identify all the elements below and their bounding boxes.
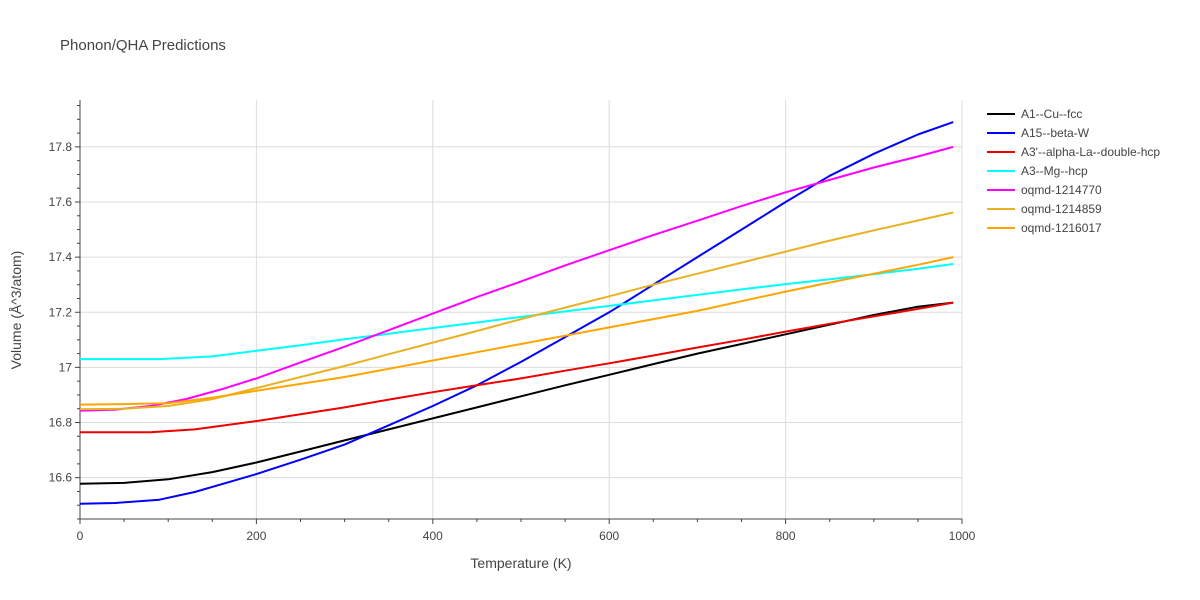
legend-label[interactable]: A15--beta-W <box>1021 126 1090 140</box>
x-tick-label: 0 <box>77 529 84 543</box>
legend-label[interactable]: oqmd-1214770 <box>1021 183 1102 197</box>
legend-label[interactable]: A3--Mg--hcp <box>1021 164 1088 178</box>
legend-label[interactable]: oqmd-1214859 <box>1021 202 1102 216</box>
x-tick-label: 1000 <box>949 529 976 543</box>
x-tick-label: 400 <box>423 529 443 543</box>
x-tick-label: 600 <box>599 529 619 543</box>
axes: 0 200 400 600 800 1000 16.6 16.8 17 17.2 17.4 17.6 1… <box>49 100 976 543</box>
x-tick-label: 800 <box>776 529 796 543</box>
y-tick-label: 16.6 <box>49 471 73 485</box>
legend-label[interactable]: oqmd-1216017 <box>1021 221 1102 235</box>
series-line[interactable] <box>79 145 954 412</box>
x-tick-label: 200 <box>246 529 266 543</box>
y-tick-label: 17.2 <box>49 305 73 319</box>
series-line[interactable] <box>80 301 954 434</box>
y-axis-title: Volume (Å^3/atom) <box>8 251 24 370</box>
grid <box>80 100 963 519</box>
series-line[interactable] <box>80 263 954 361</box>
plot-area[interactable] <box>79 121 954 505</box>
series-line[interactable] <box>79 121 954 505</box>
y-tick-label: 17 <box>59 360 73 374</box>
legend-label[interactable]: A1--Cu--fcc <box>1021 107 1082 121</box>
series-line[interactable] <box>79 301 954 485</box>
y-tick-label: 17.4 <box>49 250 73 264</box>
y-tick-label: 17.8 <box>49 140 73 154</box>
y-tick-label: 16.8 <box>49 416 73 430</box>
series-line[interactable] <box>79 256 954 406</box>
y-tick-label: 17.6 <box>49 195 73 209</box>
legend-label[interactable]: A3'--alpha-La--double-hcp <box>1021 145 1160 159</box>
legend[interactable]: A1--Cu--fcc A15--beta-W A3'--alpha-La--dou… <box>987 107 1160 235</box>
x-axis-title: Temperature (K) <box>470 555 571 571</box>
chart-title: Phonon/QHA Predictions <box>60 37 226 54</box>
